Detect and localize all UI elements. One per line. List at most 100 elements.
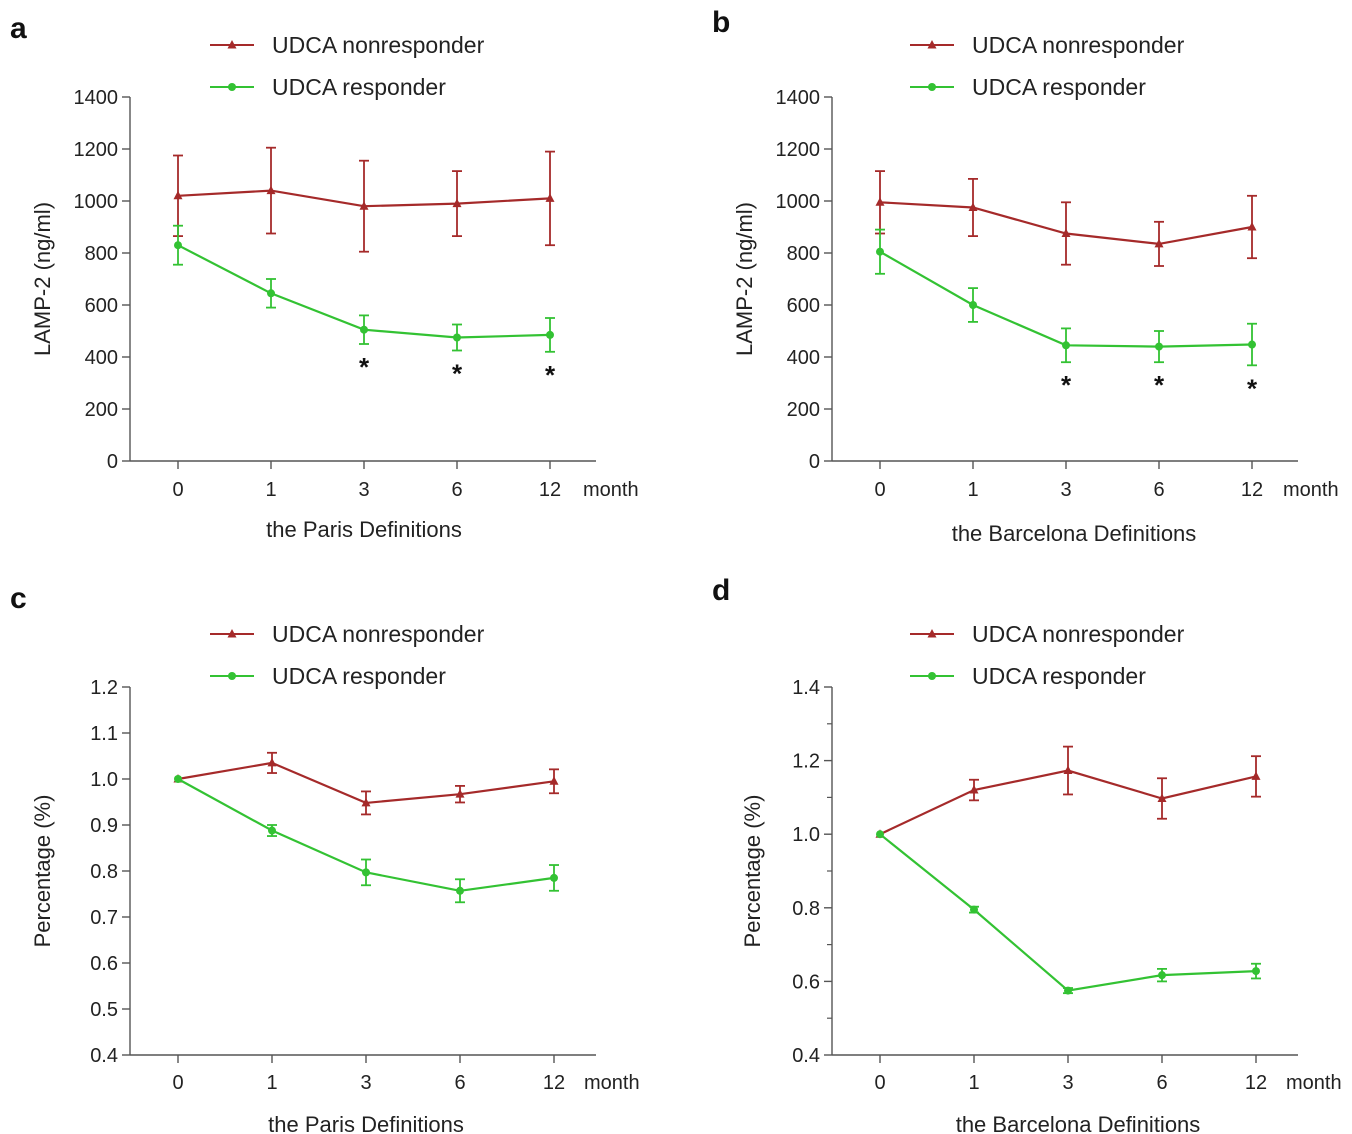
legend-marker [928, 672, 936, 680]
y-tick-label: 0 [107, 451, 118, 473]
y-tick-label: 600 [787, 295, 820, 317]
legend-label: UDCA nonresponder [972, 621, 1185, 647]
x-tick-label: 6 [454, 1072, 465, 1094]
x-tick-label: 6 [451, 479, 462, 501]
x-tick-label: 0 [874, 479, 885, 501]
data-point [361, 797, 371, 807]
legend-label: UDCA responder [272, 663, 446, 689]
y-tick-label: 0.4 [792, 1045, 820, 1067]
y-tick-label: 0.4 [90, 1045, 118, 1067]
legend-label: UDCA nonresponder [972, 32, 1185, 58]
data-point [266, 185, 276, 195]
panel-letter: b [712, 6, 730, 39]
x-tick-label: 0 [172, 479, 183, 501]
y-axis-title: LAMP-2 (ng/ml) [30, 202, 55, 356]
y-tick-label: 1400 [776, 87, 821, 109]
y-tick-label: 1.0 [90, 769, 118, 791]
panel-d: d 0.4 0.6 0.8 1.0 1.2 1.4 0 1 3 6 12 month the Barcel… [712, 574, 1342, 1134]
y-tick-label: 400 [85, 347, 118, 369]
legend-marker [928, 83, 936, 91]
panel-a: a 0 200 400 600 800 1000 1200 1400 0 1 3 6 12 month the… [10, 12, 639, 542]
x-tick-label: 3 [360, 1072, 371, 1094]
x-tick-label: 3 [1060, 479, 1071, 501]
y-axis-title: LAMP-2 (ng/ml) [732, 202, 757, 356]
x-tick-label: 6 [1156, 1072, 1167, 1094]
x-tick-label: 1 [265, 479, 276, 501]
y-tick-label: 1400 [74, 87, 119, 109]
y-tick-label: 1.0 [792, 824, 820, 846]
series-nonresponder [173, 751, 559, 816]
significance-star: * [1061, 370, 1072, 400]
data-point [545, 193, 555, 202]
legend-marker [227, 629, 237, 638]
x-tick-label: 6 [1153, 479, 1164, 501]
y-tick-label: 0.5 [90, 999, 118, 1021]
y-tick-label: 0.9 [90, 815, 118, 837]
data-point [550, 873, 558, 882]
data-point [1063, 765, 1073, 775]
panel-b: b 0 200 400 600 800 1000 1200 1400 0 1 3 6 12 month the… [712, 6, 1339, 546]
data-point [1158, 971, 1166, 980]
series-nonresponder [875, 170, 1257, 267]
x-unit-label: month [1286, 1072, 1342, 1094]
x-axis-title: the Barcelona Definitions [956, 1112, 1201, 1134]
x-tick-label: 12 [1245, 1072, 1267, 1094]
data-point [173, 190, 183, 200]
legend-marker [228, 83, 236, 91]
x-unit-label: month [1283, 479, 1339, 501]
data-point [876, 830, 884, 839]
x-tick-label: 0 [874, 1072, 885, 1094]
data-point [969, 785, 979, 794]
legend-marker [927, 629, 937, 638]
data-point [268, 826, 276, 835]
x-tick-label: 12 [539, 479, 561, 501]
x-axis-title: the Paris Definitions [266, 517, 462, 542]
y-tick-label: 1.1 [90, 723, 118, 745]
x-tick-label: 12 [543, 1072, 565, 1094]
x-axis-title: the Barcelona Definitions [952, 521, 1197, 546]
y-tick-label: 0 [809, 451, 820, 473]
significance-star: * [1247, 373, 1258, 403]
data-point [1155, 342, 1163, 351]
significance-star: * [359, 352, 370, 382]
y-tick-label: 1200 [776, 139, 821, 161]
series-nonresponder [875, 745, 1261, 838]
data-point [174, 775, 182, 783]
data-point [1252, 967, 1260, 976]
data-point [456, 886, 464, 895]
y-tick-label: 1200 [74, 139, 119, 161]
series-responder [876, 830, 1261, 995]
data-point [968, 202, 978, 211]
y-tick-label: 400 [787, 347, 820, 369]
data-point [875, 197, 885, 206]
data-point [1154, 238, 1164, 248]
y-tick-label: 800 [787, 243, 820, 265]
series-responder [174, 775, 559, 904]
legend-label: UDCA nonresponder [272, 621, 485, 647]
panel-c: c 0.4 0.5 0.6 0.7 0.8 0.9 1.0 1.1 1.2 0 1 3 6 12 month t… [10, 582, 640, 1134]
panel-letter: a [10, 12, 27, 45]
data-point [546, 330, 554, 339]
panel-letter: c [10, 582, 27, 615]
x-tick-label: 1 [968, 1072, 979, 1094]
data-point [1062, 341, 1070, 350]
data-point [455, 789, 465, 798]
series-line [879, 833, 1257, 992]
x-unit-label: month [583, 479, 639, 501]
legend-marker [227, 40, 237, 49]
y-axis-title: Percentage (%) [740, 795, 765, 948]
data-point [362, 868, 370, 877]
data-point [453, 333, 461, 342]
data-point [1157, 793, 1167, 803]
data-point [267, 757, 277, 767]
legend-label: UDCA responder [972, 663, 1146, 689]
data-point [1064, 986, 1072, 995]
data-point [876, 247, 884, 256]
y-tick-label: 1000 [74, 191, 119, 213]
x-tick-label: 1 [266, 1072, 277, 1094]
y-tick-label: 0.6 [90, 953, 118, 975]
significance-star: * [452, 359, 463, 389]
y-tick-label: 0.8 [792, 898, 820, 920]
x-tick-label: 3 [358, 479, 369, 501]
